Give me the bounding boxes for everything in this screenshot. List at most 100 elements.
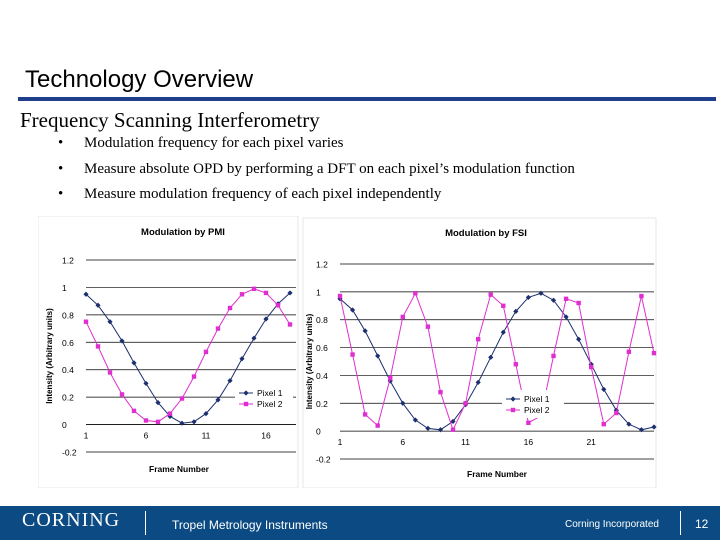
x-axis-label: Frame Number [149,464,210,474]
x-tick-label: 11 [461,437,470,447]
brand-logo: CORNING [22,509,121,531]
slide-subtitle: Frequency Scanning Interferometry [20,108,320,132]
footer-divider [680,511,681,535]
data-point [143,418,149,423]
y-tick-label: 0.4 [316,371,328,381]
legend-box [235,384,293,412]
series-line-1 [339,292,655,431]
legend-marker [243,390,249,396]
data-point [601,421,606,427]
x-tick-label: 11 [202,431,211,441]
y-tick-label: 0 [316,427,321,437]
series-line-1 [85,292,291,424]
data-point [227,378,233,384]
footer-bar: CORNING Tropel Metrology Instruments Cor… [0,506,720,540]
x-tick-label: 1 [338,437,343,447]
data-point [287,290,293,296]
data-point [191,374,197,379]
x-tick-label: 21 [586,437,596,447]
data-point [588,361,594,367]
data-point [576,300,581,306]
data-point [107,319,113,325]
data-point [412,417,418,423]
y-tick-label: 1.2 [62,256,74,266]
legend-label: Pixel 2 [524,405,550,415]
x-tick-label: 6 [144,431,149,441]
legend-marker [243,401,249,407]
chart-title: Modulation by FSI [445,228,527,239]
bullet-item: Modulation frequency for each pixel vari… [58,134,575,160]
data-point [239,356,245,362]
data-point [155,400,161,406]
y-tick-label: 0.8 [62,310,74,320]
data-point [639,293,644,299]
data-point [500,329,506,335]
data-point [425,324,431,329]
data-point [179,396,185,401]
data-point [287,322,293,327]
bullet-item: Measure absolute OPD by performing a DFT… [58,160,575,186]
legend-label: Pixel 1 [524,394,550,404]
y-axis-label: Intensity (Arbitrary units) [305,313,314,409]
data-point [488,354,494,360]
data-point [463,401,468,406]
y-axis-label: Intensity (Arbitrary units) [45,308,54,404]
data-point [263,316,269,322]
data-point [155,419,161,425]
data-point [119,392,125,397]
data-point [95,344,101,349]
data-point [83,319,89,324]
y-tick-label: 0.2 [316,399,328,409]
data-point [626,349,632,354]
page-number: 12 [695,517,709,531]
data-point [400,314,405,320]
data-point [525,294,531,301]
legend-label: Pixel 2 [257,399,283,409]
data-point [215,326,221,331]
data-point [203,349,209,355]
y-tick-label: -0.2 [316,455,331,465]
y-tick-label: 0.6 [316,343,328,353]
x-axis-label: Frame Number [467,469,528,479]
legend-box [502,390,564,418]
slide-title: Technology Overview [25,66,254,93]
chart-background [302,217,657,489]
bullet-item: Measure modulation frequency of each pix… [58,185,575,211]
data-point [563,296,569,302]
legend-label: Pixel 1 [257,388,283,398]
data-point [167,411,173,416]
data-point [350,352,355,357]
data-point [576,336,582,342]
y-tick-label: -0.2 [62,448,77,458]
title-rule [18,97,716,101]
data-point [638,427,645,433]
y-tick-label: 0.2 [62,393,74,403]
data-point [475,337,481,342]
data-point [513,362,519,367]
data-point [275,303,281,308]
data-point [475,379,481,385]
data-point [179,420,185,426]
division-name: Tropel Metrology Instruments [172,518,328,532]
data-point [375,423,380,428]
data-point [349,307,356,313]
x-tick-label: 16 [261,431,271,441]
data-point [501,303,506,308]
data-point [227,305,233,311]
data-point [83,291,89,297]
data-point [263,290,269,296]
data-point [526,420,531,425]
data-point [388,376,393,381]
data-point [251,286,257,291]
chart-frame: 1.2 1 0.8 0.6 0.4 0.2 0 -0.2 1 6 11 16 Modulation by… [37,215,677,489]
data-point [651,350,657,356]
data-point [651,424,657,430]
data-point [488,292,493,297]
legend-marker [510,396,516,402]
legend-marker [510,407,516,413]
data-point [438,389,443,395]
y-tick-label: 0.4 [62,365,74,375]
